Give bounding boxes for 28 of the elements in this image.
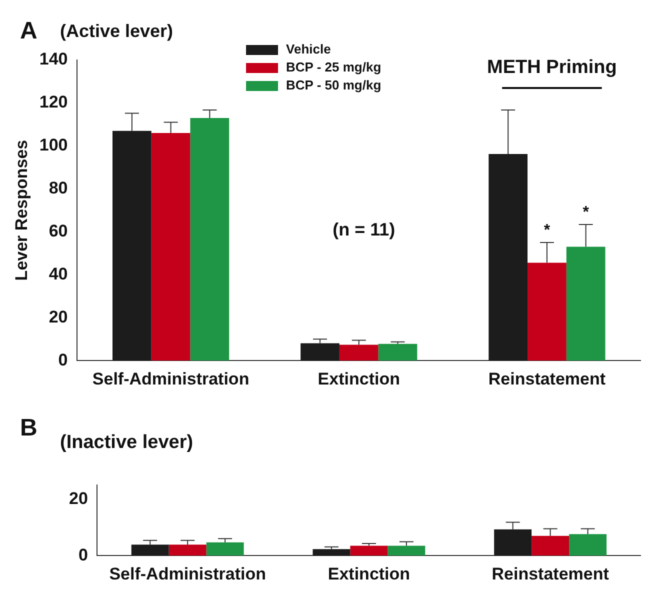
y-tick-label: 40 — [48, 264, 68, 284]
y-tick-label: 100 — [39, 136, 68, 155]
x-tick-label: Reinstatement — [492, 564, 610, 584]
x-tick-label: Self-Administration — [109, 564, 266, 584]
x-tick-label: Extinction — [328, 564, 410, 584]
annotation: (n = 11) — [332, 219, 396, 240]
y-tick-label: 20 — [48, 307, 68, 326]
annotation: METH Priming — [487, 57, 617, 78]
y-tick-label: 0 — [58, 350, 68, 370]
y-tick-label: 120 — [39, 92, 68, 112]
text: B — [20, 414, 38, 442]
y-tick-label: 60 — [48, 221, 68, 240]
x-tick-label: Self-Administration — [92, 369, 250, 388]
x-tick-label: Reinstatement — [488, 369, 606, 388]
y-tick-label: 0 — [78, 545, 88, 564]
legend-label: BCP - 25 mg/kg — [286, 60, 382, 75]
y-tick-label: 140 — [39, 50, 68, 69]
y-tick-label: 80 — [48, 178, 68, 198]
legend-label: BCP - 50 mg/kg — [286, 78, 382, 93]
x-tick-label: Extinction — [318, 369, 400, 388]
y-axis-title: Lever Responses — [12, 140, 31, 281]
annotation: * — [582, 204, 590, 221]
y-tick-label: 20 — [68, 488, 88, 508]
chart-title: (Active lever) — [60, 20, 174, 41]
annotation: * — [544, 222, 551, 239]
text: A — [20, 18, 38, 45]
legend-label: Vehicle — [286, 42, 331, 57]
chart-title: (Inactive lever) — [60, 432, 194, 454]
